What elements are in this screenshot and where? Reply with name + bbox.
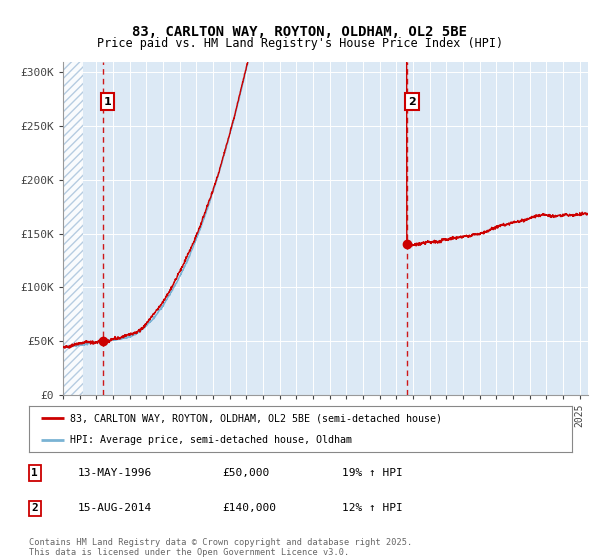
83, CARLTON WAY, ROYTON, OLDHAM, OL2 5BE (semi-detached house) bbox=[59, 343, 67, 350]
Text: 1: 1 bbox=[104, 96, 112, 106]
Text: 12% ↑ HPI: 12% ↑ HPI bbox=[342, 503, 403, 514]
Bar bbox=[63, 62, 83, 395]
Text: 15-AUG-2014: 15-AUG-2014 bbox=[78, 503, 152, 514]
Text: 83, CARLTON WAY, ROYTON, OLDHAM, OL2 5BE (semi-detached house): 83, CARLTON WAY, ROYTON, OLDHAM, OL2 5BE… bbox=[70, 413, 442, 423]
Text: Contains HM Land Registry data © Crown copyright and database right 2025.
This d: Contains HM Land Registry data © Crown c… bbox=[29, 538, 412, 557]
HPI: Average price, semi-detached house, Oldham: (1.99e+03, 4.38e+04): Average price, semi-detached house, Oldh… bbox=[61, 344, 68, 351]
Text: 2: 2 bbox=[408, 96, 416, 106]
Text: 83, CARLTON WAY, ROYTON, OLDHAM, OL2 5BE: 83, CARLTON WAY, ROYTON, OLDHAM, OL2 5BE bbox=[133, 26, 467, 39]
83, CARLTON WAY, ROYTON, OLDHAM, OL2 5BE (semi-detached house) bbox=[584, 211, 592, 217]
83, CARLTON WAY, ROYTON, OLDHAM, OL2 5BE (semi-detached house) bbox=[473, 231, 481, 237]
83, CARLTON WAY, ROYTON, OLDHAM, OL2 5BE (semi-detached house) bbox=[569, 211, 577, 218]
Text: £140,000: £140,000 bbox=[222, 503, 276, 514]
Text: 2: 2 bbox=[31, 503, 38, 514]
HPI: Average price, semi-detached house, Oldham: (1.99e+03, 4.38e+04): Average price, semi-detached house, Oldh… bbox=[59, 344, 67, 351]
HPI: Average price, semi-detached house, Oldham: (2e+03, 4.84e+04): Average price, semi-detached house, Oldh… bbox=[86, 339, 94, 346]
83, CARLTON WAY, ROYTON, OLDHAM, OL2 5BE (semi-detached house) bbox=[569, 211, 577, 218]
Line: HPI: Average price, semi-detached house, Oldham: HPI: Average price, semi-detached house,… bbox=[63, 0, 588, 348]
Text: HPI: Average price, semi-detached house, Oldham: HPI: Average price, semi-detached house,… bbox=[70, 435, 352, 445]
83, CARLTON WAY, ROYTON, OLDHAM, OL2 5BE (semi-detached house) bbox=[86, 339, 94, 346]
Text: 13-MAY-1996: 13-MAY-1996 bbox=[78, 468, 152, 478]
Text: Price paid vs. HM Land Registry's House Price Index (HPI): Price paid vs. HM Land Registry's House … bbox=[97, 37, 503, 50]
83, CARLTON WAY, ROYTON, OLDHAM, OL2 5BE (semi-detached house) bbox=[65, 345, 73, 352]
Text: 1: 1 bbox=[31, 468, 38, 478]
Line: 83, CARLTON WAY, ROYTON, OLDHAM, OL2 5BE (semi-detached house): 83, CARLTON WAY, ROYTON, OLDHAM, OL2 5BE… bbox=[63, 0, 588, 348]
Text: £50,000: £50,000 bbox=[222, 468, 269, 478]
Text: 19% ↑ HPI: 19% ↑ HPI bbox=[342, 468, 403, 478]
